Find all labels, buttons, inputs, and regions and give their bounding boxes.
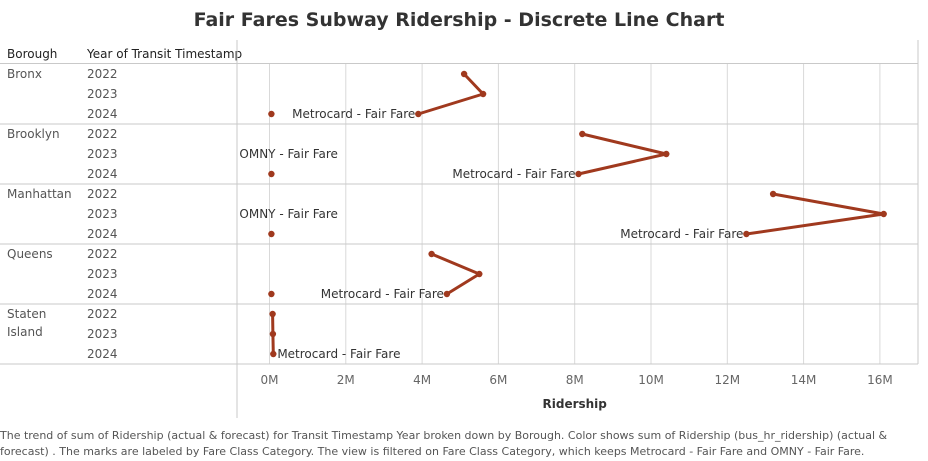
year-label: 2024 [87,347,118,361]
mark-label: OMNY - Fair Fare [239,207,338,221]
data-point[interactable] [270,350,277,358]
x-tick-label: 16M [867,373,893,387]
x-tick-label: 4M [413,373,431,387]
data-point[interactable] [880,210,887,218]
data-point[interactable] [443,290,451,298]
data-point[interactable] [479,90,487,98]
borough-label: Manhattan [7,187,72,201]
x-tick-label: 12M [714,373,740,387]
data-point[interactable] [268,170,275,178]
mark-label: Metrocard - Fair Fare [620,227,743,241]
data-point[interactable] [460,70,468,78]
series-line[interactable] [577,132,668,176]
data-point[interactable] [268,290,275,298]
data-point[interactable] [476,270,483,278]
mark-label: Metrocard - Fair Fare [277,347,400,361]
chart-caption: The trend of sum of Ridership (actual & … [0,429,888,458]
data-point[interactable] [575,170,582,178]
borough-label: Staten [7,307,46,321]
year-label: 2024 [87,227,118,241]
x-tick-label: 8M [566,373,584,387]
year-label: 2023 [87,267,118,281]
discrete-line-chart[interactable]: Bronx 2022 2023 2024 Metrocard - Fair Fare Br… [0,0,928,425]
mark-label: Metrocard - Fair Fare [292,107,415,121]
year-label: 2024 [87,107,118,121]
year-label: 2022 [87,187,118,201]
header-divider [0,63,918,64]
x-tick-label: 14M [791,373,817,387]
year-label: 2023 [87,327,118,341]
data-point[interactable] [769,190,777,198]
data-point[interactable] [269,330,277,338]
mark-label: OMNY - Fair Fare [239,147,338,161]
series-line[interactable] [416,72,485,116]
data-point[interactable] [663,150,670,158]
data-point[interactable] [743,230,750,238]
borough-column-header[interactable]: Borough [7,47,58,61]
data-point[interactable] [415,110,422,118]
data-point[interactable] [428,250,435,258]
x-tick-label: 0M [261,373,279,387]
x-tick-label: 6M [489,373,507,387]
borough-label: Queens [7,247,53,261]
series-line[interactable] [744,192,886,236]
year-label: 2022 [87,127,118,141]
data-point[interactable] [268,110,275,118]
chart-title: Fair Fares Subway Ridership - Discrete L… [193,9,725,31]
data-point[interactable] [269,310,276,318]
x-axis-title: Ridership [543,397,608,411]
borough-label: Brooklyn [7,127,60,141]
mark-label: Metrocard - Fair Fare [321,287,444,301]
year-label: 2023 [87,87,118,101]
year-label: 2023 [87,207,118,221]
year-label: 2024 [87,287,118,301]
year-column-header[interactable]: Year of Transit Timestamp [87,47,243,61]
x-tick-label: 10M [638,373,664,387]
data-point[interactable] [268,230,275,238]
year-label: 2022 [87,307,118,321]
data-point[interactable] [579,130,586,138]
year-label: 2022 [87,247,118,261]
borough-label: Island [7,325,43,339]
mark-label: Metrocard - Fair Fare [452,167,575,181]
x-tick-label: 2M [337,373,355,387]
year-label: 2022 [87,67,118,81]
borough-label: Bronx [7,67,42,81]
year-label: 2024 [87,167,118,181]
year-label: 2023 [87,147,118,161]
